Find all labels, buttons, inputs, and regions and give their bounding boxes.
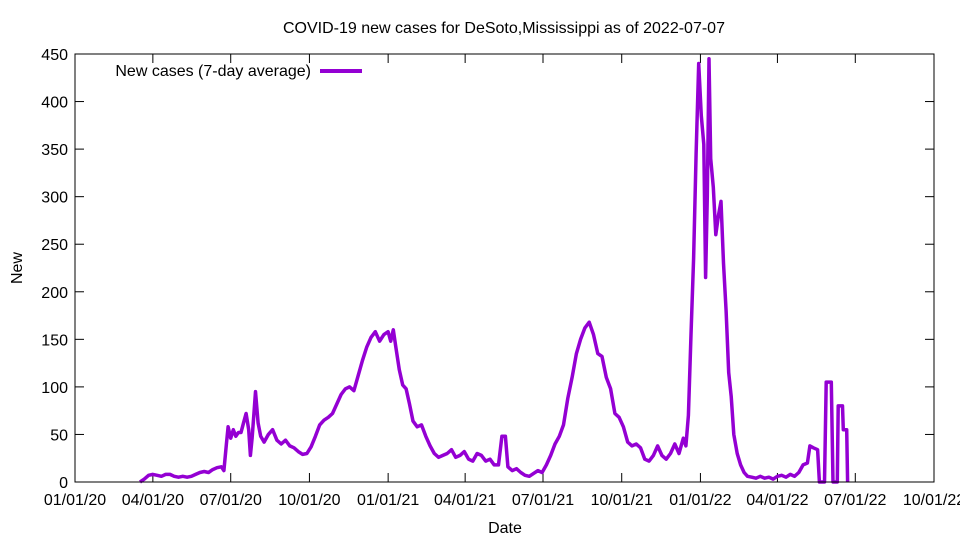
x-tick-label: 04/01/22: [746, 492, 808, 509]
y-tick-label: 250: [41, 237, 68, 254]
y-tick-label: 50: [50, 427, 68, 444]
y-tick-label: 400: [41, 95, 68, 112]
x-tick-label: 07/01/22: [824, 492, 886, 509]
axis-ticks: 0 50 100 150 200 250 300 350 400 450 01/01/20 04/01…: [41, 47, 960, 509]
series-layer: [139, 57, 850, 484]
x-tick-label: 01/01/21: [357, 492, 419, 509]
x-tick-label: 04/01/21: [434, 492, 496, 509]
legend-label: New cases (7-day average): [115, 63, 311, 80]
legend: New cases (7-day average): [115, 63, 362, 80]
x-tick-label: 10/01/20: [278, 492, 340, 509]
x-tick-label: 04/01/20: [122, 492, 184, 509]
x-tick-label: 01/01/22: [669, 492, 731, 509]
chart-title: COVID-19 new cases for DeSoto,Mississipp…: [283, 20, 725, 37]
y-tick-label: 200: [41, 285, 68, 302]
y-tick-label: 0: [59, 475, 68, 492]
series-line: [139, 57, 850, 484]
y-tick-label: 350: [41, 142, 68, 159]
x-tick-label: 10/01/21: [591, 492, 653, 509]
x-tick-label: 07/01/21: [512, 492, 574, 509]
y-tick-label: 100: [41, 380, 68, 397]
plot-frame: [74, 53, 935, 483]
y-tick-label: 300: [41, 190, 68, 207]
y-tick-label: 450: [41, 47, 68, 64]
x-tick-label: 10/01/22: [903, 492, 960, 509]
x-tick-label: 01/01/20: [44, 492, 106, 509]
y-axis-label: New: [9, 252, 26, 284]
x-axis-label: Date: [488, 520, 522, 537]
y-tick-label: 150: [41, 332, 68, 349]
x-tick-label: 07/01/20: [200, 492, 262, 509]
